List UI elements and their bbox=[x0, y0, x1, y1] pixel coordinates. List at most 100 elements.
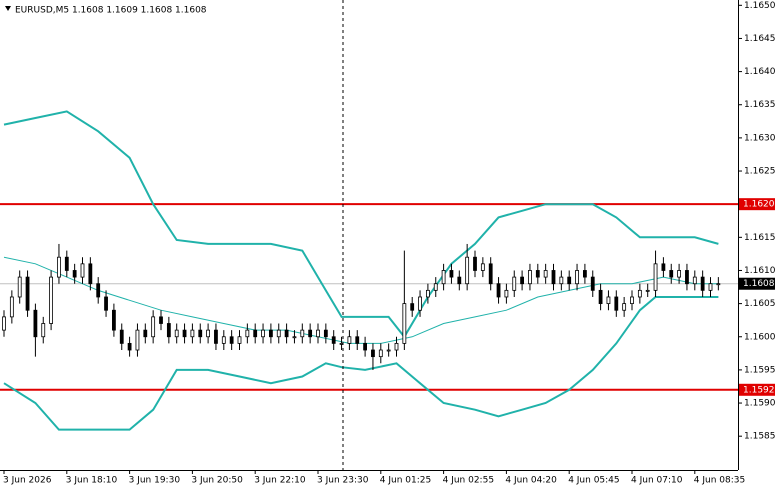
candle-body bbox=[292, 336, 297, 339]
candle-body bbox=[190, 329, 195, 338]
candle-body bbox=[645, 289, 650, 292]
candle-body bbox=[418, 296, 422, 311]
candle-body bbox=[543, 270, 548, 278]
candle-body bbox=[268, 329, 273, 338]
candle-body bbox=[473, 256, 477, 271]
candle-body bbox=[104, 296, 108, 311]
candle-body bbox=[653, 263, 658, 291]
candle-body bbox=[606, 296, 611, 305]
indicator-line bbox=[3, 296, 719, 431]
candle-body bbox=[700, 276, 705, 291]
candle-body bbox=[49, 276, 53, 324]
candle-body bbox=[363, 342, 368, 351]
candle-body bbox=[386, 349, 391, 352]
last-price-label: 1.1608 bbox=[743, 279, 775, 289]
candle-body bbox=[583, 270, 587, 278]
candle-body bbox=[316, 329, 320, 338]
y-tick-label: 1.1640 bbox=[744, 67, 776, 77]
candle-body bbox=[457, 276, 462, 285]
candle-body bbox=[80, 263, 85, 278]
candle-body bbox=[166, 323, 171, 338]
x-tick-label: 3 Jun 2026 bbox=[3, 476, 52, 486]
y-tick-label: 1.1650 bbox=[744, 1, 776, 11]
candle-body bbox=[229, 336, 234, 344]
candle-body bbox=[355, 336, 360, 344]
candle-body bbox=[41, 323, 46, 338]
level-label: 1.1620 bbox=[743, 200, 775, 210]
x-tick-label: 4 Jun 07:10 bbox=[631, 476, 683, 486]
candle-body bbox=[253, 329, 258, 338]
candle-body bbox=[465, 256, 470, 285]
x-tick-label: 4 Jun 08:35 bbox=[694, 476, 745, 486]
candle-body bbox=[637, 289, 642, 298]
y-tick-label: 1.1605 bbox=[744, 299, 776, 309]
candle-body bbox=[488, 263, 493, 285]
y-tick-label: 1.1645 bbox=[744, 34, 776, 44]
candle-body bbox=[590, 276, 595, 291]
x-tick-label: 4 Jun 05:45 bbox=[568, 476, 619, 486]
x-tick-label: 4 Jun 02:55 bbox=[443, 476, 494, 486]
candle-body bbox=[9, 296, 14, 318]
candle-body bbox=[512, 276, 517, 291]
level-tag bbox=[739, 198, 775, 211]
last-price-tag bbox=[739, 277, 775, 290]
candle-body bbox=[504, 289, 509, 298]
candle-body bbox=[480, 263, 485, 271]
candle-body bbox=[206, 329, 211, 338]
level-label: 1.1592 bbox=[743, 385, 775, 395]
candle-body bbox=[96, 283, 101, 298]
candle-body bbox=[410, 303, 415, 311]
candle-body bbox=[135, 329, 140, 351]
candle-body bbox=[331, 336, 336, 344]
candle-body bbox=[669, 270, 674, 278]
candle-body bbox=[64, 256, 69, 271]
candle-body bbox=[441, 270, 446, 285]
candle-body bbox=[425, 289, 430, 298]
candle-body bbox=[677, 270, 681, 278]
candle-body bbox=[143, 329, 148, 338]
y-tick-label: 1.1585 bbox=[744, 432, 776, 442]
candle-body bbox=[716, 283, 721, 286]
candle-body bbox=[622, 303, 627, 311]
y-tick-label: 1.1635 bbox=[744, 100, 776, 110]
x-tick-label: 4 Jun 04:20 bbox=[505, 476, 557, 486]
chart-title: EURUSD,M5 1.1608 1.1609 1.1608 1.1608 bbox=[15, 6, 207, 16]
candle-body bbox=[630, 296, 634, 305]
candle-body bbox=[300, 329, 305, 338]
y-tick-label: 1.1615 bbox=[744, 233, 776, 243]
candle-body bbox=[174, 329, 179, 338]
candle-body bbox=[551, 270, 556, 285]
candle-body bbox=[214, 329, 218, 344]
candle-body bbox=[276, 329, 281, 338]
candle-body bbox=[394, 342, 399, 351]
candle-body bbox=[245, 329, 250, 338]
x-tick-label: 3 Jun 18:10 bbox=[66, 476, 118, 486]
candle-body bbox=[151, 316, 156, 338]
candle-body bbox=[449, 270, 454, 278]
candle-body bbox=[323, 329, 328, 338]
candle-body bbox=[17, 276, 22, 298]
plot-area bbox=[0, 110, 738, 431]
candle-body bbox=[708, 283, 713, 291]
candle-body bbox=[2, 316, 6, 331]
x-tick-label: 3 Jun 23:30 bbox=[317, 476, 369, 486]
candle-body bbox=[237, 336, 242, 344]
candle-body bbox=[159, 316, 163, 324]
candle-body bbox=[559, 276, 564, 285]
menu-arrow[interactable] bbox=[5, 6, 11, 11]
x-tick-label: 3 Jun 22:10 bbox=[254, 476, 306, 486]
candle-body bbox=[284, 329, 289, 338]
y-tick-label: 1.1625 bbox=[744, 167, 776, 177]
indicator-line bbox=[3, 110, 719, 339]
candle-body bbox=[72, 270, 77, 278]
candle-body bbox=[402, 303, 407, 344]
candle-body bbox=[57, 256, 61, 278]
candle-body bbox=[685, 270, 689, 285]
candle-body bbox=[33, 309, 38, 338]
candle-body bbox=[127, 342, 132, 351]
candle-body bbox=[182, 329, 187, 338]
candle-body bbox=[598, 289, 603, 305]
y-tick-label: 1.1600 bbox=[744, 332, 776, 342]
candle-body bbox=[308, 329, 313, 338]
